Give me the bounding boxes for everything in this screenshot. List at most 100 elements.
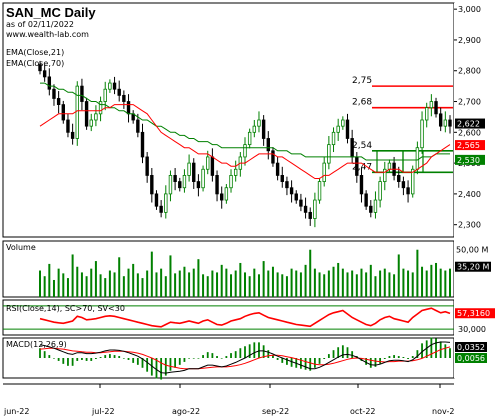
- price-tag-bg: [455, 140, 485, 151]
- macd-histogram-bar: [136, 358, 139, 365]
- macd-histogram-bar: [258, 342, 260, 358]
- macd-histogram-bar: [90, 358, 93, 361]
- volume-bar: [150, 251, 153, 297]
- website-label: www.wealth-lab.com: [6, 30, 89, 39]
- candle-body: [275, 162, 280, 176]
- volume-bar: [197, 259, 200, 297]
- macd-histogram-bar: [188, 358, 190, 359]
- macd-histogram-bar: [43, 351, 46, 358]
- macd-tag-text: 0,0352: [457, 343, 485, 352]
- volume-label: Volume: [6, 243, 36, 252]
- macd-histogram-bar: [141, 358, 144, 368]
- macd-histogram-bar: [178, 358, 181, 365]
- price-tag-text: 2,530: [457, 156, 480, 165]
- candle-body: [397, 175, 401, 182]
- macd-signal-line: [39, 346, 451, 370]
- candle-body: [425, 107, 429, 121]
- candle-body: [285, 181, 289, 189]
- macd-histogram-bar: [127, 358, 130, 360]
- macd-histogram-bar: [267, 350, 270, 358]
- macd-histogram-bar: [272, 355, 274, 358]
- volume-bar: [341, 268, 344, 297]
- volume-bar: [225, 268, 228, 297]
- candle-body: [178, 181, 182, 189]
- candle-body: [80, 85, 84, 102]
- candle-body: [126, 101, 131, 115]
- candle-body: [122, 94, 126, 102]
- candle-body: [145, 156, 149, 176]
- volume-bar: [365, 272, 368, 297]
- macd-histogram-bar: [313, 358, 316, 368]
- chart-subtitle: as of 02/11/2022: [6, 20, 74, 29]
- candle-body: [345, 119, 350, 139]
- candle-body: [373, 199, 378, 213]
- candle-body: [261, 119, 266, 139]
- candle-body: [201, 168, 205, 189]
- macd-histogram-bar: [230, 353, 232, 358]
- macd-histogram-bar: [304, 358, 307, 370]
- rsi-tick-label: 30,000: [458, 325, 486, 334]
- candle-body: [243, 144, 247, 158]
- candle-body: [61, 104, 65, 121]
- volume-tag-text: 35,20 M: [457, 263, 489, 272]
- volume-bar: [253, 268, 256, 297]
- volume-bar: [421, 266, 424, 297]
- candle-body: [252, 125, 257, 133]
- price-tick-label: 2,600: [458, 128, 481, 137]
- volume-bar: [332, 266, 335, 297]
- macd-histogram-bar: [244, 346, 246, 358]
- candle-body: [224, 187, 229, 201]
- volume-tick-label: 50,00 M: [456, 246, 488, 255]
- candle-body: [406, 187, 410, 195]
- candle-body: [355, 156, 359, 176]
- candle-body: [322, 162, 326, 182]
- price-tick-label: 2,800: [458, 67, 481, 76]
- macd-histogram-bar: [174, 358, 177, 368]
- macd-histogram-bar: [449, 348, 451, 358]
- candle-body: [112, 82, 117, 90]
- candle-body: [317, 181, 322, 201]
- volume-bar: [388, 272, 391, 297]
- macd-histogram-bar: [202, 355, 204, 358]
- ema70-line: [40, 82, 450, 161]
- volume-bar: [449, 268, 451, 297]
- candle-body: [443, 119, 448, 127]
- volume-bar: [369, 264, 372, 297]
- candle-body: [369, 205, 373, 213]
- candle-body: [182, 175, 187, 189]
- price-tick-label: 2,300: [458, 221, 481, 230]
- macd-histogram-bar: [220, 358, 223, 359]
- macd-histogram-bar: [388, 356, 391, 358]
- macd-line: [39, 341, 451, 374]
- macd-histogram-bar: [206, 352, 209, 358]
- macd-signal-tag-text: 0,0056: [457, 354, 485, 363]
- candle-body: [140, 131, 145, 158]
- x-tick-label: jul-22: [91, 407, 115, 416]
- macd-histogram-bar: [379, 358, 382, 364]
- macd-histogram-bar: [118, 356, 121, 358]
- level-label-2: 2,54: [352, 141, 372, 151]
- volume-bar: [178, 270, 181, 297]
- macd-histogram-bar: [183, 358, 186, 362]
- volume-bar: [244, 272, 246, 297]
- candle-body: [448, 119, 452, 127]
- volume-bar: [393, 274, 396, 297]
- candle-body: [294, 193, 298, 201]
- macd-histogram-bar: [146, 358, 149, 372]
- candle-body: [336, 125, 340, 133]
- volume-bar: [174, 273, 177, 297]
- x-tick-label: jun-22: [3, 407, 29, 416]
- price-tick-label: 2,400: [458, 190, 481, 199]
- candle-body: [89, 119, 93, 127]
- volume-bar: [276, 272, 279, 297]
- volume-bar: [43, 276, 46, 297]
- volume-bar: [355, 274, 358, 297]
- macd-histogram-bar: [71, 358, 74, 366]
- macd-histogram-bar: [327, 354, 330, 358]
- ema21-line: [39, 104, 451, 179]
- level-label-0: 2,75: [352, 76, 372, 86]
- volume-bar: [188, 272, 191, 297]
- volume-bar: [267, 270, 270, 297]
- volume-bar: [57, 268, 60, 297]
- candle-body: [206, 156, 210, 170]
